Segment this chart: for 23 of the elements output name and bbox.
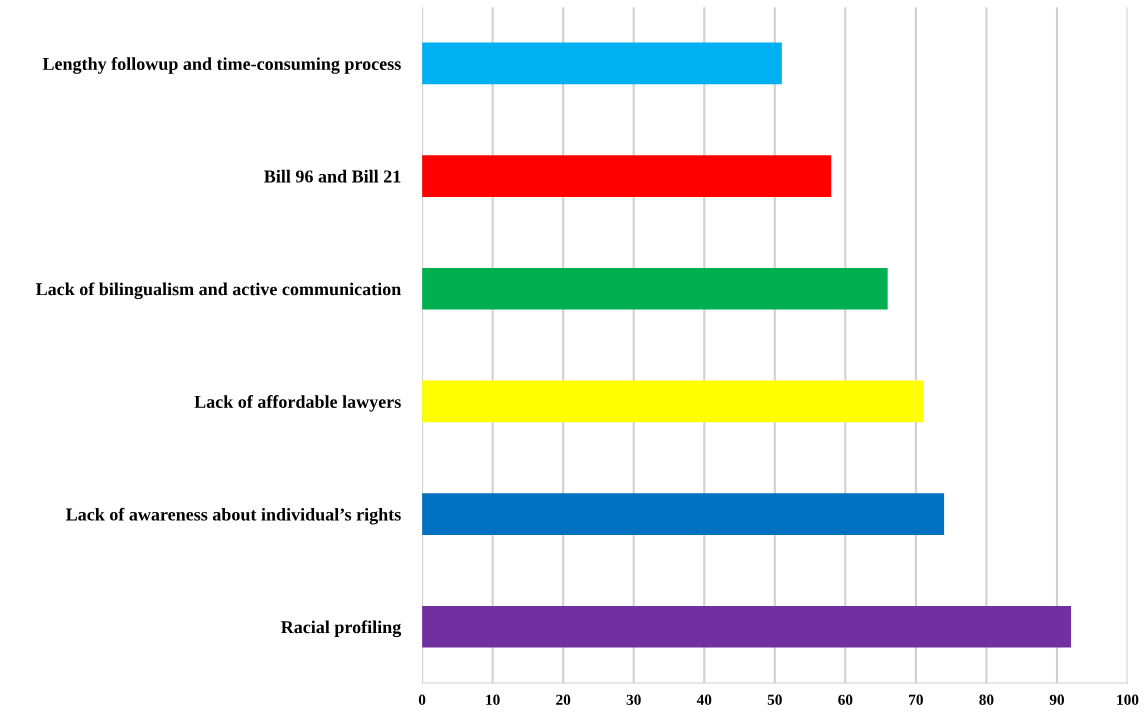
bar <box>422 380 923 423</box>
y-tick-label: Lack of awareness about individual’s rights <box>65 507 401 525</box>
x-tick-label: 100 <box>1117 694 1139 705</box>
x-tick-label: 10 <box>486 694 500 705</box>
x-tick-label: 30 <box>626 694 641 705</box>
x-tick-label: 40 <box>696 694 712 705</box>
x-tick-label: 0 <box>418 694 426 705</box>
x-tick-label: 50 <box>767 694 782 705</box>
y-tick-label: Lack of affordable lawyers <box>194 395 401 412</box>
bar <box>422 605 1072 648</box>
x-tick-label: 70 <box>909 694 923 705</box>
x-tick-label: 80 <box>979 694 994 705</box>
x-tick-label: 20 <box>556 694 571 705</box>
bar <box>422 493 945 535</box>
bar <box>422 42 782 85</box>
bar <box>422 155 832 197</box>
x-tick-label: 60 <box>838 694 853 705</box>
bar <box>422 267 888 310</box>
y-tick-label: Lack of bilingualism and active communication <box>35 282 401 300</box>
y-tick-label: Bill 96 and Bill 21 <box>264 169 401 183</box>
y-tick-label: Racial profiling <box>281 620 402 638</box>
x-tick-label: 90 <box>1049 694 1065 705</box>
y-tick-label: Lengthy followup and time-consuming process <box>42 57 401 74</box>
